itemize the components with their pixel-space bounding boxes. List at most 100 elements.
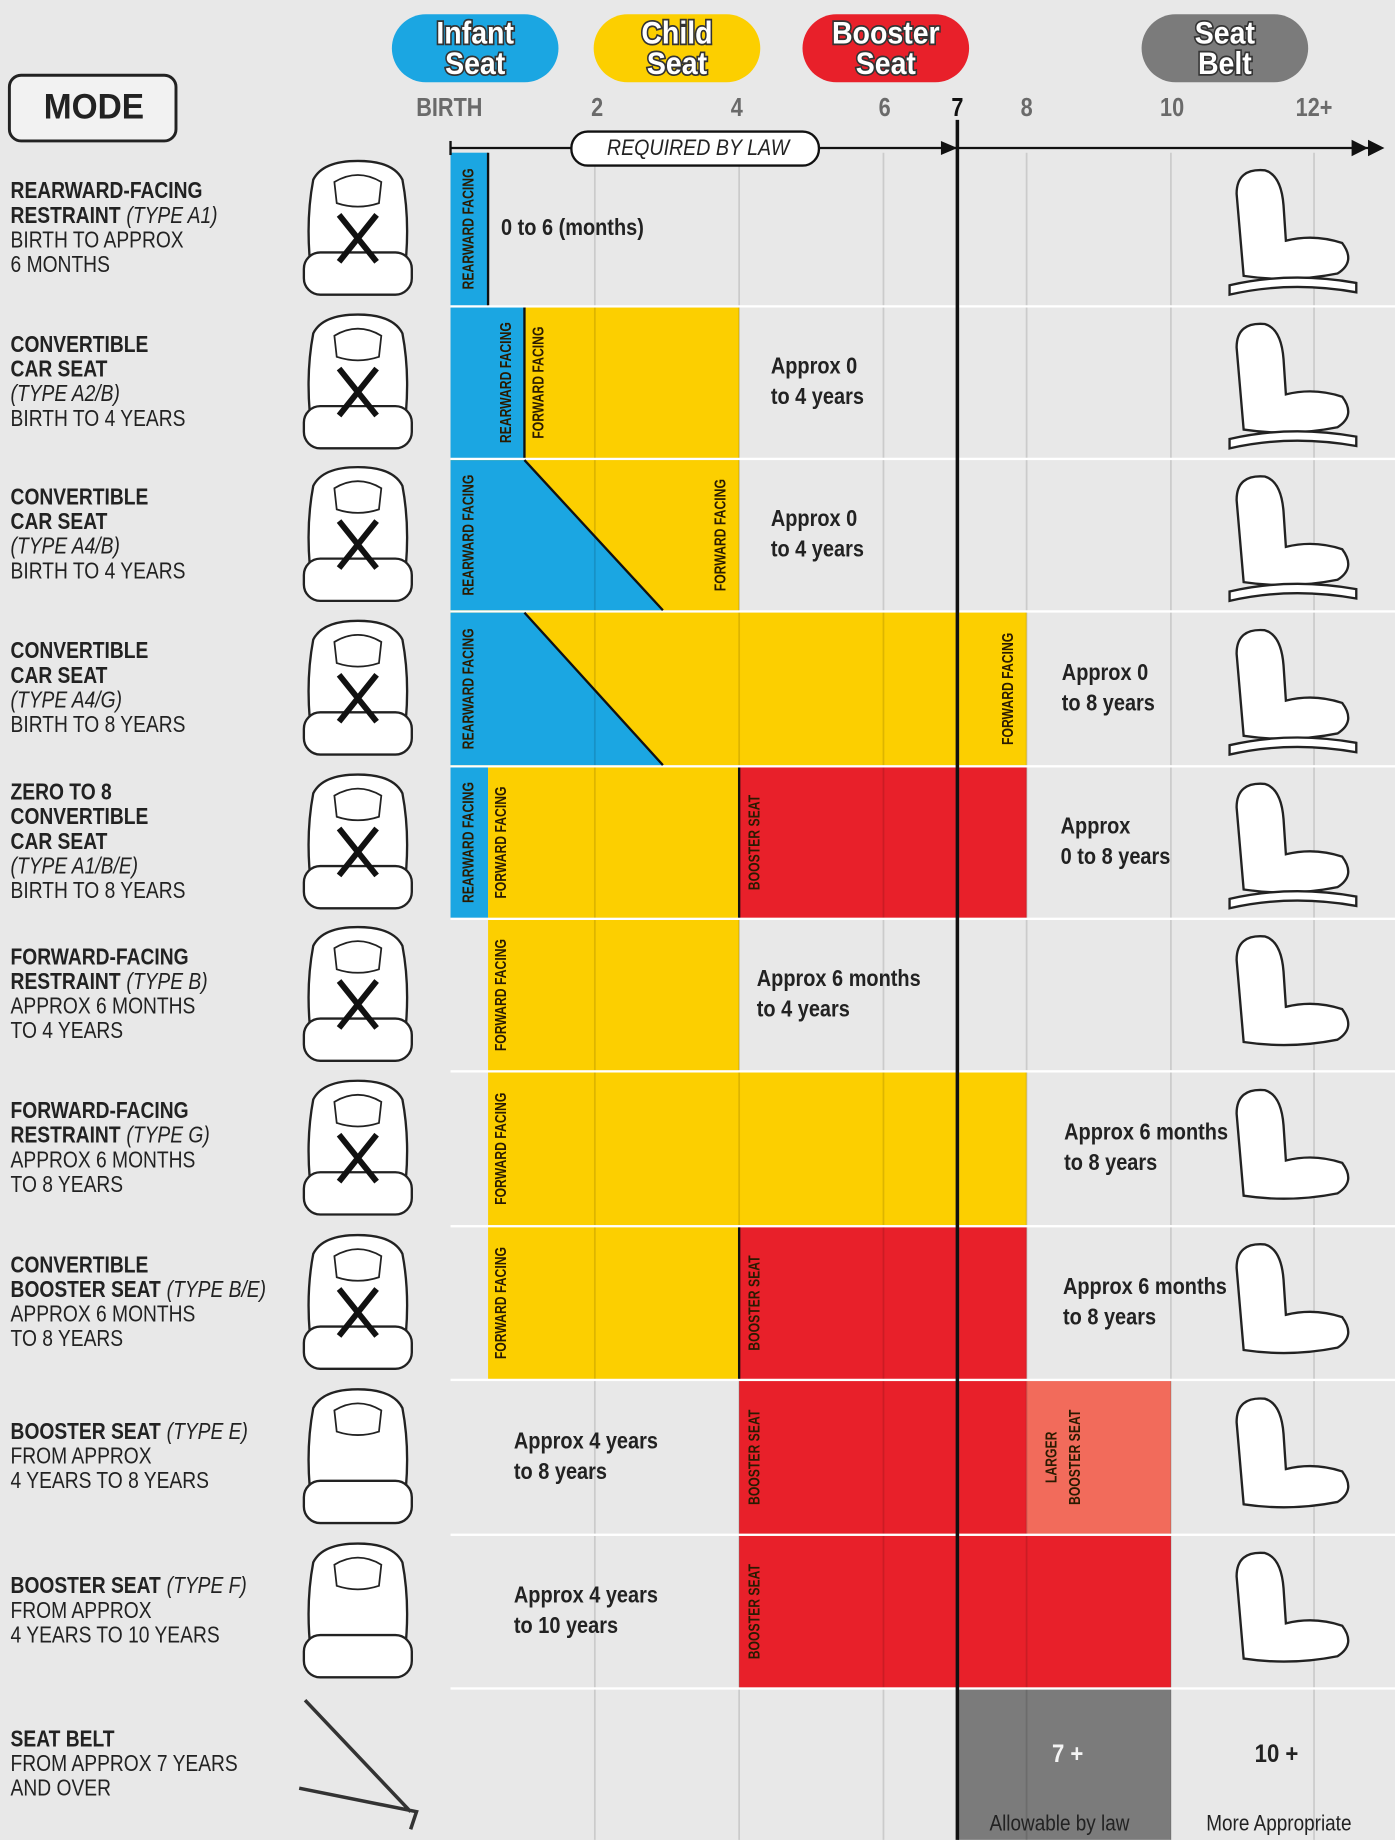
mode-text: CONVERTIBLE: [11, 803, 149, 829]
side-seat-base: [1228, 276, 1358, 297]
legend-label: Booster: [832, 16, 940, 51]
legend-label: Child: [641, 16, 712, 51]
side-seat-icon: [1228, 628, 1358, 757]
mode-text: APPROX 6 MONTHS: [11, 993, 196, 1019]
mode-text: (TYPE A1/B/E): [11, 853, 138, 879]
seat-base: [302, 1171, 413, 1216]
side-seat-icon: [1235, 935, 1350, 1047]
mode-type: (TYPE B/E): [167, 1276, 266, 1302]
seat-head: [333, 1556, 383, 1591]
side-seat-icon: [1235, 1088, 1350, 1200]
row-note: to 8 years: [1062, 689, 1155, 716]
row-note: to 10 years: [514, 1612, 618, 1639]
mode-text: SEAT BELT: [11, 1726, 115, 1752]
mode-text: CONVERTIBLE: [11, 484, 149, 510]
seat-icon: [302, 1233, 413, 1370]
mode-text: REARWARD-FACING: [11, 177, 203, 203]
mode-text: TO 8 YEARS: [11, 1325, 124, 1351]
mode-text: ZERO TO 8: [11, 779, 112, 805]
mode-text: AND OVER: [11, 1775, 111, 1801]
bar-label: FORWARD FACING: [492, 1093, 510, 1205]
side-seat-base: [1228, 430, 1358, 450]
row-note: 0 to 6 (months): [501, 214, 644, 241]
seat-head: [333, 480, 383, 514]
row-note: 0 to 8 years: [1061, 842, 1171, 869]
age-band: [488, 767, 740, 918]
age-label: 8: [1021, 93, 1033, 122]
mode-text: 6 MONTHS: [11, 251, 110, 277]
side-seat-outline: [1235, 1551, 1350, 1663]
mode-text: BIRTH TO 8 YEARS: [11, 711, 186, 737]
row-note: to 8 years: [1064, 1149, 1157, 1176]
bar-label: FORWARD FACING: [529, 327, 547, 439]
age-label: 6: [879, 93, 891, 122]
seat-base: [302, 711, 413, 756]
bar-label: BOOSTER SEAT: [745, 794, 763, 890]
seat-icon: [302, 773, 413, 910]
bar-label: BOOSTER SEAT: [1066, 1409, 1084, 1505]
mode-text: CAR SEAT: [11, 828, 108, 854]
side-seat-icon: [1235, 1397, 1350, 1509]
side-seat-outline: [1235, 168, 1350, 281]
footer-label: More Appropriate: [1206, 1811, 1351, 1836]
seat-base: [302, 1325, 413, 1370]
seat-base: [302, 557, 413, 603]
legend-label: Belt: [1198, 47, 1252, 82]
row-note: Approx 0: [771, 352, 857, 379]
age-band: [488, 1227, 740, 1379]
bar-label: BOOSTER SEAT: [745, 1255, 763, 1351]
age-label: 2: [591, 93, 603, 122]
bar-label: REARWARD FACING: [459, 475, 477, 596]
harness: [336, 366, 379, 418]
row-separator: [450, 1225, 1395, 1228]
mode-text: FORWARD-FACING: [11, 1097, 189, 1123]
age-band: [739, 1535, 1171, 1688]
bar-label: BOOSTER SEAT: [745, 1563, 763, 1659]
age-band: [739, 767, 1027, 918]
mode-type: (TYPE G): [126, 1122, 209, 1148]
side-seat-outline: [1235, 475, 1350, 587]
row-note: Approx: [1061, 812, 1131, 839]
row-note: Approx 6 months: [1064, 1118, 1228, 1145]
harness: [336, 672, 379, 724]
mode-type: (TYPE B): [126, 968, 207, 994]
age-band: [488, 920, 740, 1071]
row-note: Approx 4 years: [514, 1581, 658, 1608]
row-note: to 4 years: [771, 383, 864, 410]
bar-label: FORWARD FACING: [492, 1247, 510, 1359]
mode-text: 4 YEARS TO 8 YEARS: [11, 1467, 209, 1493]
age-band: [450, 152, 489, 306]
age-label: 7: [951, 93, 963, 122]
mode-text: BOOSTER SEAT: [11, 1276, 161, 1302]
law-label: REQUIRED BY LAW: [607, 136, 791, 160]
bar-label: FORWARD FACING: [492, 939, 510, 1051]
side-seat-outline: [1235, 628, 1350, 740]
legend-pill: [802, 14, 970, 83]
seat-head: [333, 634, 383, 668]
mode-text: CONVERTIBLE: [11, 331, 149, 357]
bar-label: REARWARD FACING: [497, 322, 515, 443]
legend-label: Seat: [1195, 16, 1255, 51]
row-separator: [450, 457, 1395, 461]
harness: [336, 519, 379, 570]
mode-text: FROM APPROX: [11, 1597, 152, 1623]
age-band: [739, 1227, 1027, 1379]
age-band: [488, 1072, 1027, 1226]
row-separator: [450, 1070, 1395, 1073]
side-seat-base: [1228, 582, 1358, 603]
side-seat-base: [1228, 736, 1358, 757]
mode-type: (TYPE F): [167, 1572, 247, 1598]
side-seat-base: [1228, 890, 1358, 910]
age-band: [957, 1689, 1171, 1840]
mode-text: (TYPE A4/G): [11, 687, 122, 713]
row-separator: [450, 1687, 1395, 1690]
bar-label: REARWARD FACING: [459, 782, 477, 903]
mode-text: APPROX 6 MONTHS: [11, 1147, 196, 1173]
bar-label: REARWARD FACING: [459, 168, 477, 289]
age-band: [739, 1381, 1027, 1534]
bar-label: FORWARD FACING: [492, 786, 510, 898]
row-note: Approx 0: [771, 505, 857, 532]
mode-text: BIRTH TO 4 YEARS: [11, 405, 186, 431]
mode-text: CAR SEAT: [11, 508, 108, 534]
